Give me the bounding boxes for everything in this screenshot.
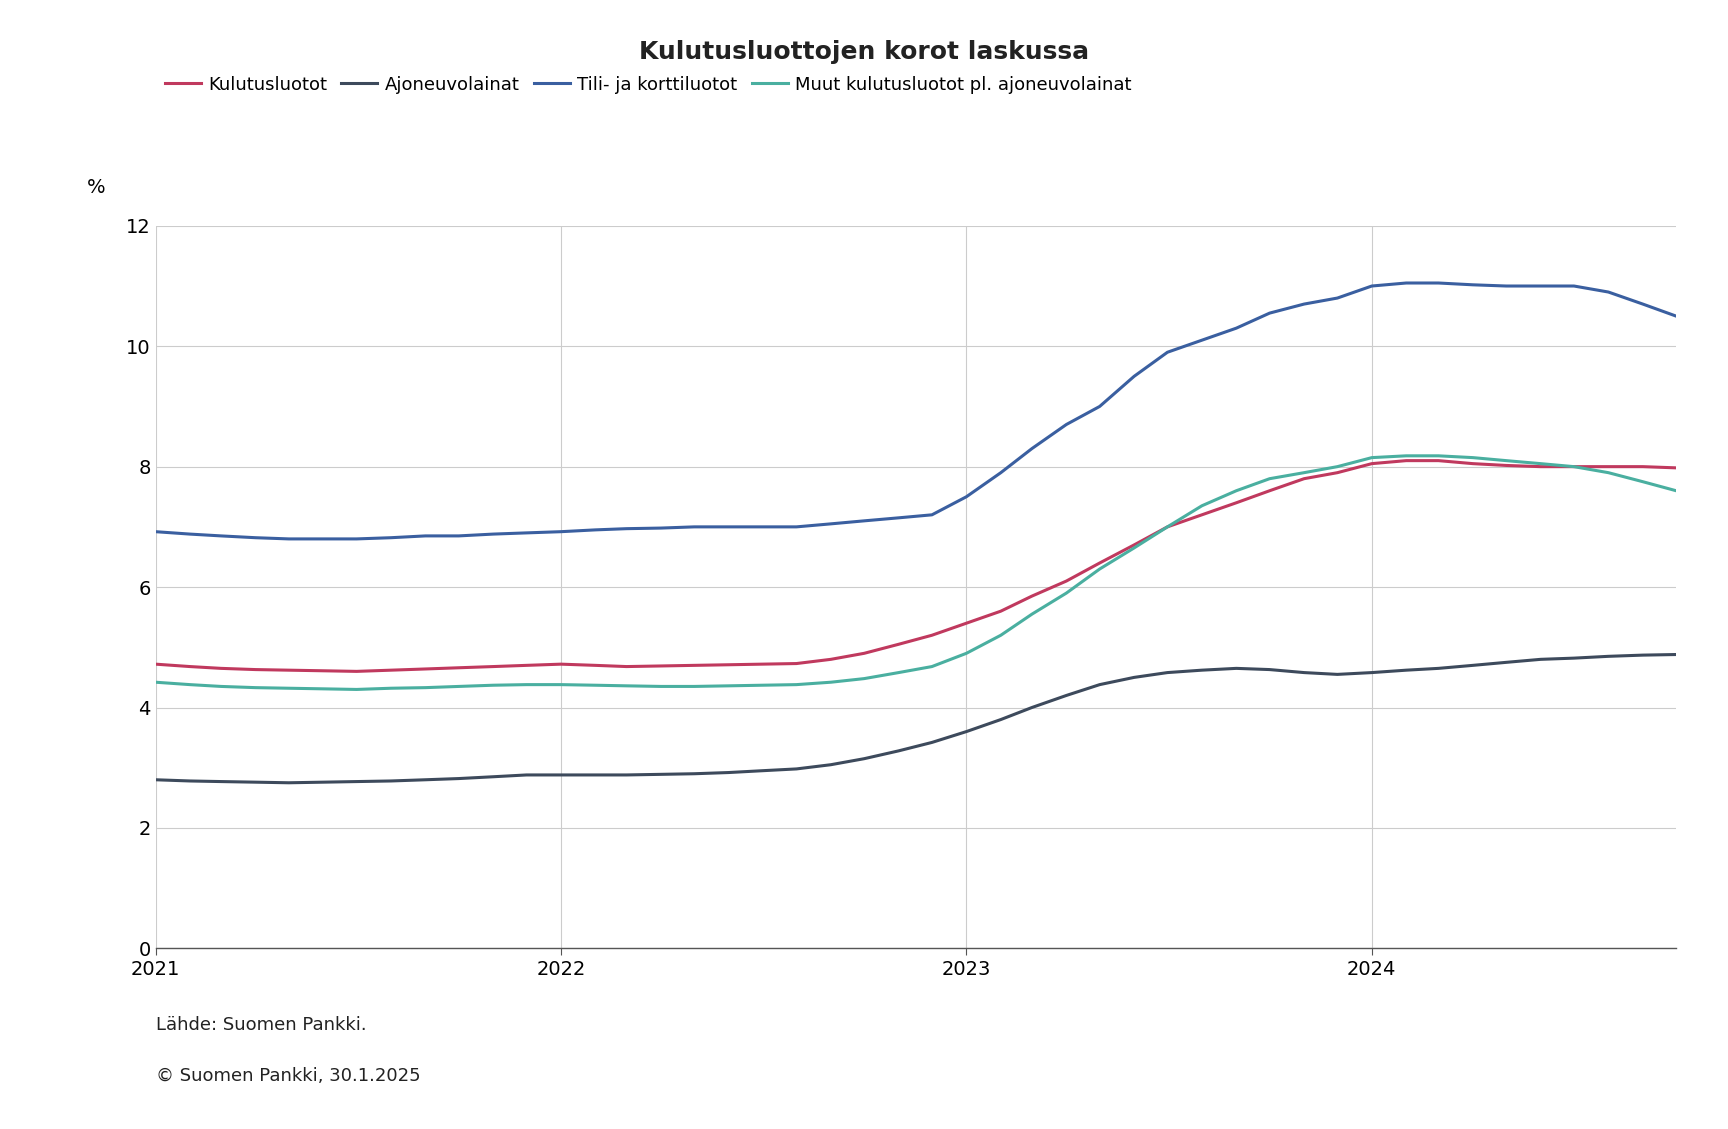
Line: Muut kulutusluotot pl. ajoneuvolainat: Muut kulutusluotot pl. ajoneuvolainat (156, 456, 1676, 690)
Legend: Kulutusluotot, Ajoneuvolainat, Tili- ja korttiluotot, Muut kulutusluotot pl. ajo: Kulutusluotot, Ajoneuvolainat, Tili- ja … (164, 76, 1132, 94)
Line: Kulutusluotot: Kulutusluotot (156, 461, 1676, 672)
Line: Tili- ja korttiluotot: Tili- ja korttiluotot (156, 283, 1676, 539)
Line: Ajoneuvolainat: Ajoneuvolainat (156, 655, 1676, 782)
Text: Lähde: Suomen Pankki.: Lähde: Suomen Pankki. (156, 1016, 366, 1034)
Text: © Suomen Pankki, 30.1.2025: © Suomen Pankki, 30.1.2025 (156, 1067, 420, 1085)
Text: %: % (86, 178, 105, 196)
Text: Kulutusluottojen korot laskussa: Kulutusluottojen korot laskussa (639, 40, 1089, 63)
